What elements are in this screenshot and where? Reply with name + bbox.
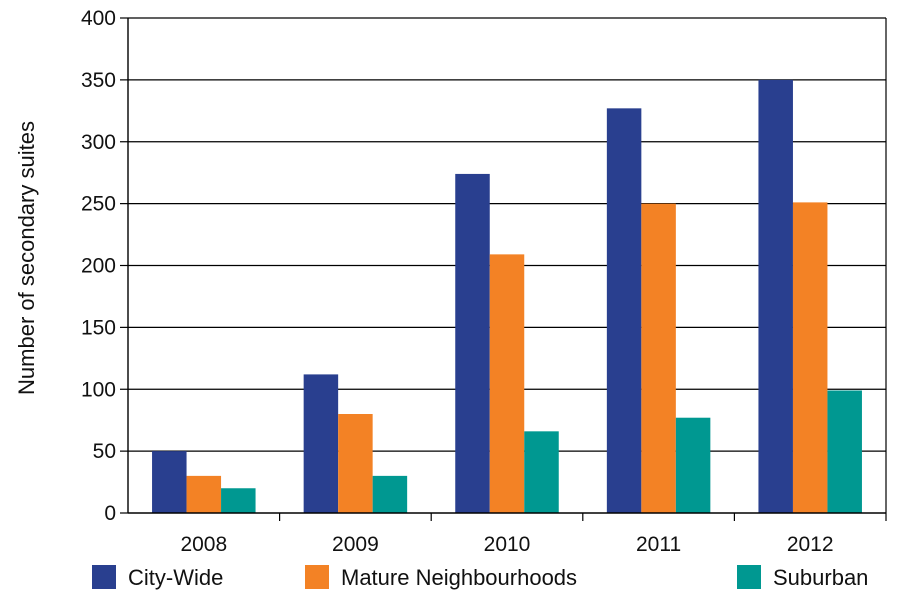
axes — [120, 17, 887, 521]
bar-city-wide-2008 — [152, 451, 187, 513]
bar-suburban-2011 — [675, 417, 711, 513]
bar-city-wide-2012 — [758, 79, 793, 513]
bar-mature-neighbourhoods-2012 — [792, 202, 828, 513]
bar-suburban-2012 — [827, 390, 862, 513]
y-tick-label: 200 — [81, 255, 116, 278]
x-tick-labels: 2008 2009 2010 2011 2012 — [180, 533, 833, 556]
x-tick-label: 2010 — [484, 533, 531, 556]
y-tick-label: 100 — [81, 378, 116, 401]
y-tick-labels: 0 50 100 150 200 250 300 350 400 — [81, 7, 116, 525]
x-tick-label: 2012 — [787, 533, 834, 556]
y-tick-label: 400 — [81, 7, 116, 30]
y-tick-label: 300 — [81, 131, 116, 154]
legend-swatch-suburban — [737, 565, 761, 589]
x-tick-label: 2008 — [180, 533, 227, 556]
x-tick-label: 2011 — [636, 533, 681, 556]
y-tick-label: 350 — [81, 69, 116, 92]
legend-swatch-mature-neighbourhoods — [305, 565, 329, 589]
legend-swatch-city-wide — [92, 565, 116, 589]
bar-mature-neighbourhoods-2009 — [338, 414, 373, 513]
bars-group — [152, 79, 862, 514]
bar-mature-neighbourhoods-2011 — [641, 203, 676, 513]
y-tick-label: 150 — [81, 316, 116, 339]
legend-label-mature-neighbourhoods: Mature Neighbourhoods — [341, 565, 577, 590]
legend: City-Wide Mature Neighbourhoods Suburban — [92, 565, 868, 590]
bar-city-wide-2010 — [455, 173, 490, 514]
legend-label-suburban: Suburban — [773, 565, 868, 590]
y-tick-label: 0 — [104, 502, 116, 525]
bar-city-wide-2009 — [303, 374, 339, 513]
bar-mature-neighbourhoods-2010 — [489, 254, 525, 514]
y-tick-label: 250 — [81, 193, 116, 216]
bar-suburban-2008 — [221, 488, 256, 513]
legend-label-city-wide: City-Wide — [128, 565, 223, 590]
y-tick-label: 50 — [93, 440, 116, 463]
bar-city-wide-2011 — [606, 108, 642, 514]
bar-suburban-2010 — [524, 431, 559, 513]
y-axis-title: Number of secondary suites — [14, 121, 39, 395]
x-tick-label: 2009 — [332, 533, 379, 556]
bar-mature-neighbourhoods-2008 — [186, 475, 222, 513]
bar-suburban-2009 — [372, 475, 408, 513]
